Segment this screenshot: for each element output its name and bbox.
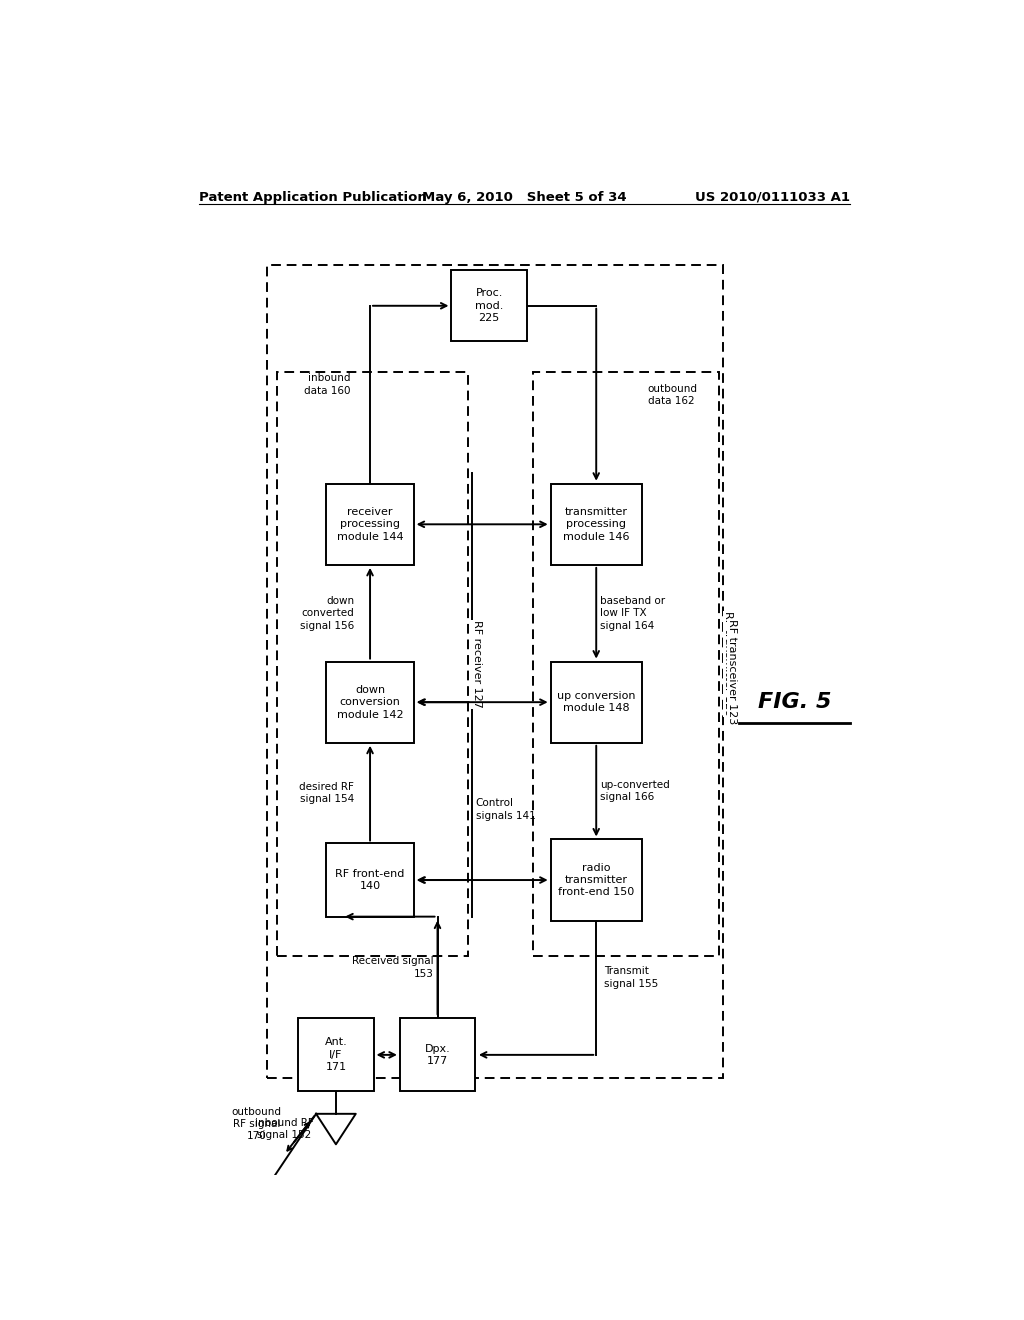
Text: desired RF
signal 154: desired RF signal 154 [299, 781, 354, 804]
Text: Proc.
mod.
225: Proc. mod. 225 [475, 288, 503, 323]
Bar [327, 843, 414, 916]
Text: RF transmitter 129: RF transmitter 129 [723, 611, 733, 717]
Bar [551, 483, 642, 565]
Text: Ant.
I/F
171: Ant. I/F 171 [325, 1038, 347, 1072]
Bar [551, 840, 642, 921]
Text: Dpx.
177: Dpx. 177 [425, 1044, 451, 1067]
Bar [532, 372, 719, 956]
Text: FIG. 5: FIG. 5 [758, 692, 831, 713]
Text: inbound RF
signal 152: inbound RF signal 152 [255, 1118, 313, 1140]
Bar [267, 265, 723, 1078]
Text: transmitter
processing
module 146: transmitter processing module 146 [563, 507, 630, 541]
Bar [399, 1018, 475, 1092]
Text: Transmit
signal 155: Transmit signal 155 [604, 966, 658, 989]
Bar [327, 661, 414, 743]
Text: RF receiver 127: RF receiver 127 [472, 620, 481, 708]
Text: down
conversion
module 142: down conversion module 142 [337, 685, 403, 719]
Text: RF transceiver 123: RF transceiver 123 [727, 619, 737, 725]
Text: receiver
processing
module 144: receiver processing module 144 [337, 507, 403, 541]
Bar [298, 1018, 374, 1092]
Text: RF front-end
140: RF front-end 140 [336, 869, 404, 891]
Bar [327, 483, 414, 565]
Text: Received signal
153: Received signal 153 [352, 956, 433, 978]
Text: Patent Application Publication: Patent Application Publication [200, 191, 427, 203]
Text: outbound
data 162: outbound data 162 [648, 384, 697, 407]
Text: down
converted
signal 156: down converted signal 156 [300, 595, 354, 631]
Text: outbound
RF signal
170: outbound RF signal 170 [231, 1106, 282, 1142]
Bar [551, 661, 642, 743]
Text: Control
signals 141: Control signals 141 [475, 799, 536, 821]
Text: up conversion
module 148: up conversion module 148 [557, 690, 636, 713]
Text: May 6, 2010   Sheet 5 of 34: May 6, 2010 Sheet 5 of 34 [423, 191, 627, 203]
Text: up-converted
signal 166: up-converted signal 166 [600, 780, 670, 803]
Text: radio
transmitter
front-end 150: radio transmitter front-end 150 [558, 863, 634, 898]
Text: inbound
data 160: inbound data 160 [304, 374, 350, 396]
Bar [452, 271, 526, 342]
Text: US 2010/0111033 A1: US 2010/0111033 A1 [695, 191, 850, 203]
Text: baseband or
low IF TX
signal 164: baseband or low IF TX signal 164 [600, 595, 666, 631]
Bar [278, 372, 468, 956]
